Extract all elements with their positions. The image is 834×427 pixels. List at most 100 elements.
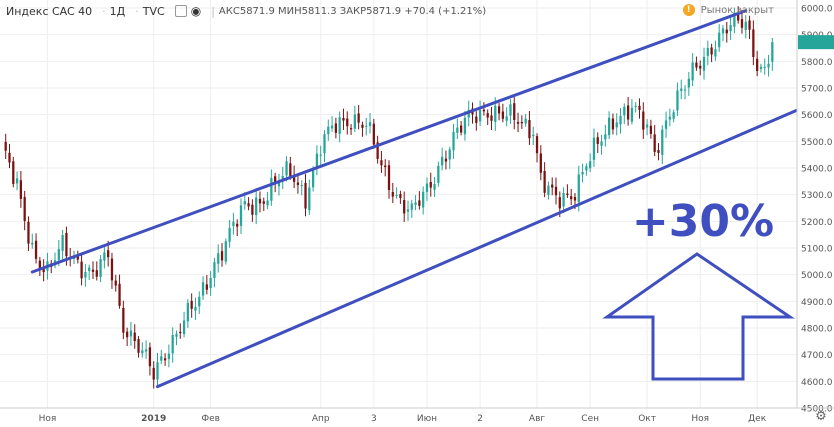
- source-label: TVC: [142, 4, 165, 18]
- candle: [505, 107, 508, 127]
- candle: [266, 191, 269, 210]
- candle: [213, 257, 216, 288]
- candle: [133, 324, 136, 349]
- candle: [182, 311, 186, 338]
- candle: [532, 126, 535, 146]
- eye-icon[interactable]: ◉: [190, 4, 202, 18]
- growth-annotation: +30%: [602, 196, 795, 381]
- candle: [338, 111, 341, 143]
- market-status[interactable]: ! Рынок закрыт: [682, 4, 774, 16]
- candle: [448, 146, 451, 169]
- x-tick-label: Окт: [638, 414, 656, 424]
- candle: [490, 106, 493, 130]
- candle: [148, 342, 152, 376]
- candle: [418, 191, 421, 210]
- candle: [171, 327, 174, 363]
- candle: [380, 150, 383, 173]
- candle: [217, 244, 220, 273]
- candle: [198, 291, 201, 314]
- candle: [672, 109, 675, 123]
- candle: [251, 199, 254, 222]
- candle: [699, 60, 702, 76]
- candle: [220, 243, 224, 267]
- candle: [607, 111, 611, 140]
- candle: [456, 118, 459, 139]
- candle: [771, 38, 774, 71]
- candle: [509, 99, 512, 124]
- channel-lower-line[interactable]: [156, 107, 801, 389]
- candle: [661, 125, 664, 165]
- price-axis[interactable]: 4500.0 4600.0 4700.0 4800.0 4900.0 5000.0 5100…: [796, 0, 834, 427]
- candle: [361, 121, 364, 137]
- candle: [277, 173, 281, 196]
- header-separator: |: [211, 4, 215, 18]
- channel-upper-line[interactable]: [30, 9, 748, 274]
- y-tick-label: 4900.0: [801, 298, 833, 308]
- candle: [179, 323, 182, 339]
- candle: [759, 63, 763, 73]
- candle: [224, 238, 227, 265]
- candle: [744, 15, 747, 39]
- candle: [562, 187, 565, 213]
- price-axis-bg: [797, 0, 834, 427]
- last-price-marker: [798, 35, 834, 50]
- candle: [596, 132, 599, 154]
- candle: [592, 128, 596, 167]
- candle: [84, 264, 87, 287]
- candle: [767, 54, 770, 77]
- candle: [368, 113, 372, 134]
- candle: [425, 177, 429, 201]
- candle: [535, 133, 539, 163]
- candle: [756, 50, 759, 77]
- candle: [399, 190, 402, 204]
- gear-icon[interactable]: ⚙: [815, 409, 827, 424]
- y-tick-label: 5500.0: [801, 138, 833, 148]
- candle: [15, 171, 19, 191]
- warning-icon: !: [682, 4, 695, 16]
- candle: [152, 361, 155, 389]
- candle: [34, 233, 38, 264]
- candle: [657, 143, 660, 161]
- candle: [653, 125, 656, 157]
- candle: [327, 119, 330, 141]
- candle: [566, 184, 569, 198]
- candle: [475, 111, 478, 131]
- y-tick-label: 5200.0: [801, 218, 833, 228]
- market-status-label: Рынок закрыт: [700, 4, 774, 16]
- y-tick-label: 5600.0: [801, 111, 833, 121]
- time-axis[interactable]: Ноя 2019 Фев Апр 3 Июн 2 Авг Сен Окт Ноя Дек: [0, 407, 834, 424]
- candle: [680, 79, 683, 100]
- candle: [53, 252, 57, 269]
- candle: [547, 181, 550, 200]
- candle: [262, 197, 265, 211]
- candle: [645, 119, 649, 136]
- candle: [471, 102, 474, 124]
- candle: [638, 98, 641, 119]
- x-tick-label: Фев: [201, 414, 220, 424]
- candle: [342, 108, 345, 130]
- candle: [319, 145, 322, 165]
- candle: [721, 25, 725, 42]
- checkbox-icon[interactable]: [174, 5, 187, 17]
- candle: [270, 169, 273, 206]
- x-tick-label: Сен: [581, 414, 599, 424]
- candle: [8, 143, 11, 169]
- candle: [554, 177, 558, 205]
- y-tick-label: 4700.0: [801, 351, 833, 361]
- candle: [733, 7, 736, 34]
- header-separator: ·: [135, 4, 139, 18]
- interval-label[interactable]: 1Д: [109, 4, 126, 18]
- candle: [114, 274, 117, 292]
- candle: [236, 219, 239, 236]
- candle: [626, 96, 630, 126]
- candle: [258, 191, 262, 213]
- y-tick-label: 4600.0: [801, 378, 833, 388]
- candle: [437, 161, 440, 187]
- candle: [315, 145, 319, 176]
- candle: [702, 47, 706, 80]
- y-tick-label: 5000.0: [801, 271, 833, 281]
- candle: [406, 200, 410, 221]
- symbol-title[interactable]: Индекс CAC 40: [6, 4, 93, 18]
- candle: [676, 82, 679, 117]
